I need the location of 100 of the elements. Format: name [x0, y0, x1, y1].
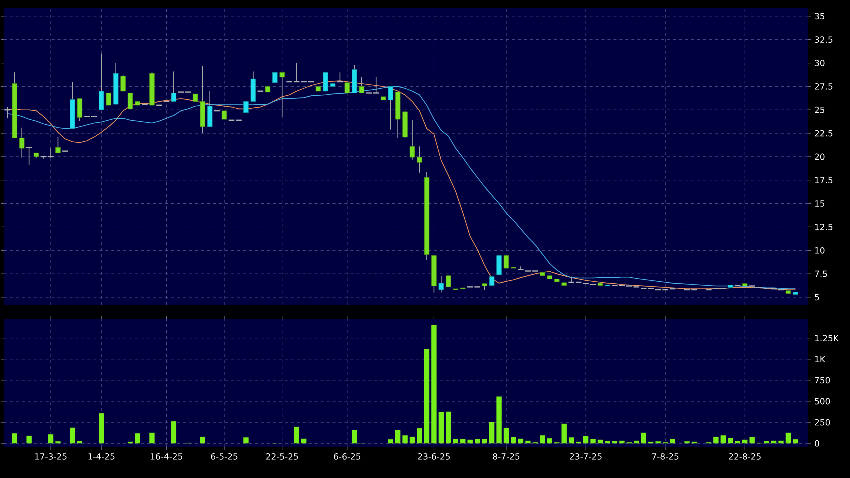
candlestick — [98, 53, 104, 111]
y-tick-label: 25 — [815, 106, 825, 114]
candlestick — [496, 254, 502, 276]
x-tick-label: 23-7-25 — [570, 454, 602, 460]
bar — [432, 325, 437, 444]
bar — [417, 428, 422, 444]
y-tick-label: 12.5 — [815, 224, 833, 230]
bar — [720, 436, 726, 444]
bar — [395, 430, 401, 444]
x-tick-label: 16-4-25 — [151, 454, 182, 460]
bar — [590, 439, 596, 444]
bar — [438, 412, 444, 444]
y-tick-label: 22.5 — [815, 130, 833, 137]
bar — [620, 440, 625, 444]
y-tick-label: 20 — [815, 154, 825, 160]
y-tick-label: 7.5 — [815, 270, 828, 278]
x-tick-label: 22-8-25 — [729, 454, 761, 460]
bar — [468, 440, 473, 444]
bar — [482, 439, 488, 444]
y-tick-label: 0 — [815, 440, 820, 447]
y-tick-label: 750 — [815, 377, 830, 384]
y-tick-label: 250 — [815, 419, 830, 426]
bar — [742, 440, 748, 444]
candlestick — [446, 276, 452, 288]
bar — [26, 436, 32, 444]
x-tick-label: 1-4-25 — [88, 454, 115, 460]
bar — [301, 438, 307, 444]
x-tick-label: 22-5-25 — [266, 454, 298, 460]
y-tick-label: 35 — [815, 13, 825, 20]
y-tick-label: 1.25K — [815, 335, 840, 342]
bar — [641, 432, 646, 444]
x-tick-label: 8-7-25 — [493, 454, 520, 460]
bar — [568, 438, 574, 444]
candlestick — [344, 82, 350, 94]
bar — [424, 349, 430, 444]
bar — [410, 436, 416, 444]
bar — [786, 432, 792, 444]
bar — [402, 436, 408, 444]
bar — [474, 439, 480, 444]
y-tick-label: 17.5 — [815, 177, 833, 184]
bar — [446, 412, 452, 444]
x-tick-label: 17-3-25 — [35, 454, 67, 460]
bar — [547, 438, 552, 444]
y-tick-label: 30 — [815, 60, 825, 66]
bar — [135, 434, 140, 444]
bar — [496, 396, 502, 444]
bar — [634, 440, 640, 444]
y-tick-label: 10 — [815, 247, 825, 254]
bar — [294, 426, 300, 444]
y-tick-label: 27.5 — [815, 83, 833, 90]
bar — [12, 434, 18, 444]
bar — [562, 424, 567, 444]
candlestick — [352, 64, 358, 94]
bar — [244, 438, 249, 444]
bar — [504, 428, 510, 444]
candlestick — [120, 75, 126, 92]
bar — [750, 437, 755, 444]
bar — [453, 439, 458, 444]
candlestick — [438, 276, 444, 294]
bar — [388, 440, 394, 444]
bar — [460, 439, 466, 444]
candlestick — [106, 92, 112, 106]
bar — [48, 434, 54, 444]
candlestick — [388, 86, 394, 130]
bar — [670, 439, 676, 444]
x-tick-label: 7-8-25 — [652, 454, 679, 460]
y-tick-label: 1K — [815, 356, 826, 362]
bar — [518, 438, 524, 444]
candlestick — [417, 146, 422, 174]
y-tick-label: 500 — [815, 398, 830, 405]
y-tick-label: 32.5 — [815, 36, 833, 44]
bar — [540, 436, 546, 444]
bar — [511, 437, 516, 444]
bar — [605, 441, 610, 444]
x-tick-label: 23-6-25 — [418, 454, 450, 460]
candlestick — [272, 72, 278, 84]
y-tick-label: 5 — [815, 294, 820, 301]
bar — [598, 440, 604, 444]
bar — [526, 440, 531, 444]
bar — [778, 440, 784, 444]
candlestick — [280, 72, 286, 118]
bar — [714, 436, 719, 444]
bar — [70, 428, 76, 444]
candlestick — [504, 256, 510, 269]
bar — [200, 436, 206, 444]
x-tick-label: 6-5-25 — [211, 454, 238, 460]
bar — [728, 438, 734, 444]
candlestick — [323, 72, 328, 92]
bar — [489, 422, 495, 444]
bar — [764, 441, 770, 444]
bar — [793, 440, 798, 444]
bar — [99, 414, 104, 444]
bar — [171, 422, 177, 444]
candlestick — [410, 120, 416, 160]
y-tick-label: 15 — [815, 200, 825, 207]
bar — [150, 432, 155, 444]
x-tick-label: 6-6-25 — [334, 454, 361, 460]
bar — [352, 430, 358, 444]
bar — [583, 436, 589, 444]
candlestick — [77, 98, 83, 122]
